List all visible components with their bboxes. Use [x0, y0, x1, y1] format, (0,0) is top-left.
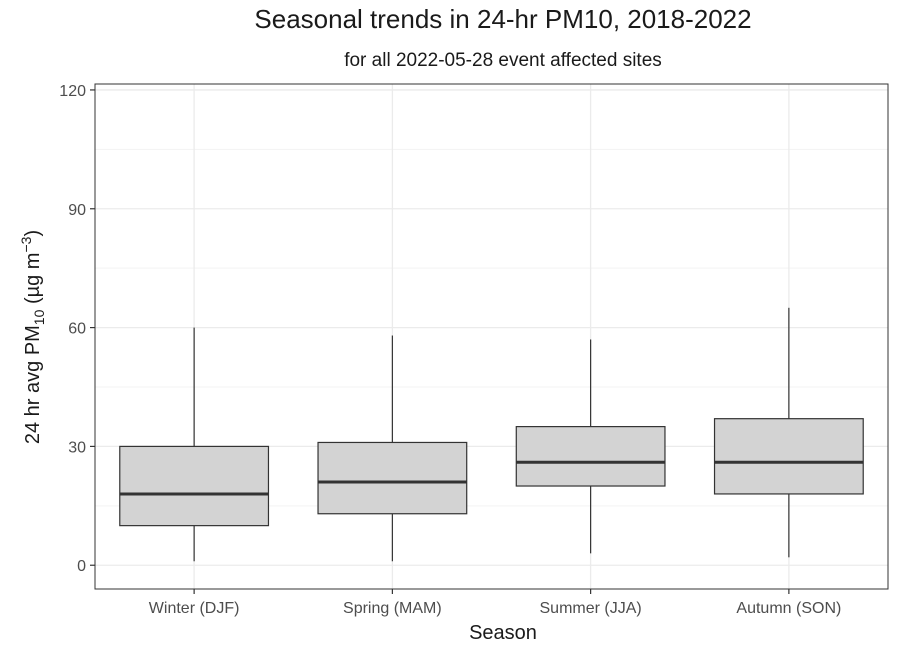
y-axis-title: 24 hr avg PM10 (µg m−3) [18, 230, 47, 444]
plot-panel-border [94, 83, 889, 590]
box-iqr [119, 445, 270, 527]
box-iqr [317, 441, 468, 515]
x-tick-label: Autumn (SON) [736, 600, 841, 617]
y-tick-label: 90 [68, 202, 86, 219]
box-plot-4 [713, 307, 864, 558]
y-tick-label: 0 [77, 558, 86, 575]
y-axis-title-main: 24 hr avg PM [22, 325, 44, 444]
y-axis-title-unit-open: (µg m [22, 253, 44, 310]
y-axis-title-subscript: 10 [31, 309, 47, 325]
x-axis-title: Season [469, 622, 537, 644]
box-iqr [713, 418, 864, 495]
x-tick-label: Spring (MAM) [343, 600, 442, 617]
y-tick-label: 30 [68, 439, 86, 456]
box-plot-3 [515, 339, 666, 554]
box-plots [119, 307, 864, 562]
box-plot-1 [119, 327, 270, 562]
chart-title: Seasonal trends in 24-hr PM10, 2018-2022 [254, 4, 751, 34]
box-plot-2 [317, 335, 468, 562]
axes: 0 30 60 90 120 Winter (DJF) Spring (MAM) Summer… [59, 83, 841, 617]
y-tick-label: 120 [59, 83, 86, 100]
y-tick-label: 60 [68, 321, 86, 338]
x-tick-label: Summer (JJA) [540, 600, 642, 617]
x-tick-label: Winter (DJF) [149, 600, 240, 617]
chart-subtitle: for all 2022-05-28 event affected sites [344, 50, 662, 71]
y-axis-title-superscript: −3 [18, 236, 34, 252]
y-axis-title-unit-close: ) [22, 230, 44, 237]
box-iqr [515, 426, 666, 487]
